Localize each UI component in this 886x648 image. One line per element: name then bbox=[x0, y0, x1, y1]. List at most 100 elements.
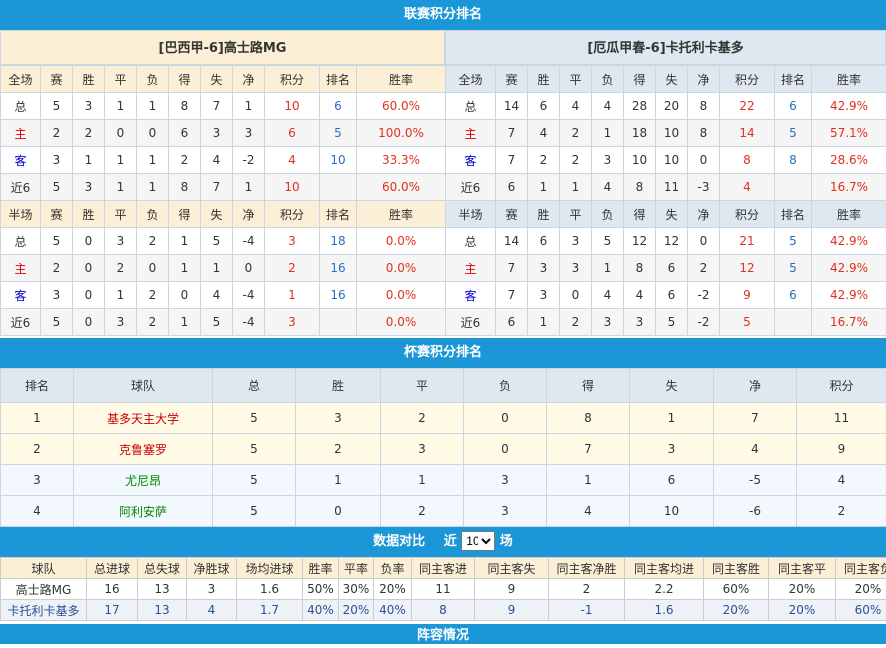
cell: 8 bbox=[547, 403, 630, 434]
cell: 6 bbox=[496, 174, 528, 201]
column-header: 平 bbox=[560, 66, 592, 93]
cell: 0 bbox=[688, 228, 720, 255]
cell: 2 bbox=[137, 228, 169, 255]
cell: 10 bbox=[656, 120, 688, 147]
cell: 28 bbox=[624, 93, 656, 120]
cell: 1 bbox=[233, 174, 265, 201]
cell: 3 bbox=[464, 465, 547, 496]
cell: 0 bbox=[137, 255, 169, 282]
lineup-title-bar: 阵容情况 bbox=[0, 624, 886, 644]
cell: 2 bbox=[381, 403, 464, 434]
column-header: 胜 bbox=[73, 201, 105, 228]
cell: 1 bbox=[265, 282, 320, 309]
cell: 1 bbox=[169, 228, 201, 255]
cell: 5 bbox=[213, 403, 296, 434]
cell: 0.0% bbox=[357, 309, 446, 336]
row-label: 总 bbox=[1, 228, 41, 255]
team-link[interactable]: 基多天主大学 bbox=[74, 403, 213, 434]
cell: 14 bbox=[496, 228, 528, 255]
compare-title-bar: 数据对比 近 10 场 bbox=[0, 527, 886, 557]
cell: 3 bbox=[265, 228, 320, 255]
column-header: 胜 bbox=[528, 66, 560, 93]
cell: 8 bbox=[169, 93, 201, 120]
cell: 1 bbox=[296, 465, 381, 496]
row-label: 主 bbox=[1, 255, 41, 282]
cell: 2 bbox=[296, 434, 381, 465]
column-header: 胜率 bbox=[812, 201, 886, 228]
unit-label: 场 bbox=[500, 534, 513, 549]
row-label: 主 bbox=[446, 120, 496, 147]
cell bbox=[320, 174, 357, 201]
column-header: 总失球 bbox=[138, 558, 187, 579]
column-header: 积分 bbox=[720, 201, 775, 228]
row-label: 近6 bbox=[446, 174, 496, 201]
cell: 7 bbox=[201, 93, 233, 120]
cell: 4 bbox=[720, 174, 775, 201]
cell: 18 bbox=[320, 228, 357, 255]
cell: 0 bbox=[560, 282, 592, 309]
cell: 16.7% bbox=[812, 174, 886, 201]
cell: 20% bbox=[339, 600, 374, 621]
cell: 1 bbox=[547, 465, 630, 496]
cell: 1 bbox=[233, 93, 265, 120]
full-header-row: 全场赛胜平负得失净积分排名胜率 bbox=[1, 66, 446, 93]
cell: 5 bbox=[213, 465, 296, 496]
cell: 1 bbox=[1, 403, 74, 434]
column-header: 得 bbox=[624, 66, 656, 93]
cell: 6 bbox=[528, 93, 560, 120]
cell: 6 bbox=[265, 120, 320, 147]
column-header: 负 bbox=[137, 201, 169, 228]
cell: 4 bbox=[1, 496, 74, 527]
cell: 1 bbox=[528, 174, 560, 201]
cell: 16.7% bbox=[812, 309, 886, 336]
row-label: 客 bbox=[446, 282, 496, 309]
cell: 33.3% bbox=[357, 147, 446, 174]
cell: 1 bbox=[201, 255, 233, 282]
cell: 10 bbox=[265, 174, 320, 201]
cell: 1 bbox=[560, 174, 592, 201]
team-link[interactable]: 尤尼昂 bbox=[74, 465, 213, 496]
column-header: 得 bbox=[547, 369, 630, 403]
cell: 60% bbox=[836, 600, 886, 621]
cell: -5 bbox=[714, 465, 797, 496]
team-link[interactable]: 克鲁塞罗 bbox=[74, 434, 213, 465]
cell: 42.9% bbox=[812, 93, 886, 120]
column-header: 半场 bbox=[446, 201, 496, 228]
cell: 10 bbox=[265, 93, 320, 120]
team-link[interactable]: 阿利安萨 bbox=[74, 496, 213, 527]
column-header: 胜 bbox=[528, 201, 560, 228]
cell: 7 bbox=[201, 174, 233, 201]
column-header: 同主客净胜 bbox=[549, 558, 625, 579]
cell: 5 bbox=[41, 174, 73, 201]
row-label: 客 bbox=[446, 147, 496, 174]
cell: 5 bbox=[775, 228, 812, 255]
cell: 2 bbox=[137, 309, 169, 336]
cell: 5 bbox=[213, 496, 296, 527]
cell: 10 bbox=[624, 147, 656, 174]
cell: 2 bbox=[105, 255, 137, 282]
cell: 1.6 bbox=[237, 579, 303, 600]
cell: 10 bbox=[656, 147, 688, 174]
cell: 3 bbox=[464, 496, 547, 527]
cell: 6 bbox=[528, 228, 560, 255]
league-title-bar: 联赛积分排名 bbox=[0, 0, 886, 30]
cell: 0 bbox=[464, 434, 547, 465]
column-header: 排名 bbox=[320, 66, 357, 93]
cell: 9 bbox=[720, 282, 775, 309]
cell: 8 bbox=[688, 120, 720, 147]
row-label: 近6 bbox=[1, 309, 41, 336]
cell: 1 bbox=[105, 282, 137, 309]
column-header: 赛 bbox=[496, 201, 528, 228]
match-count-select[interactable]: 10 bbox=[461, 531, 495, 551]
cell: 0 bbox=[105, 120, 137, 147]
cell: 0.0% bbox=[357, 228, 446, 255]
column-header: 净 bbox=[688, 201, 720, 228]
cell: 3 bbox=[560, 255, 592, 282]
cell: 1 bbox=[630, 403, 714, 434]
cell: 42.9% bbox=[812, 282, 886, 309]
